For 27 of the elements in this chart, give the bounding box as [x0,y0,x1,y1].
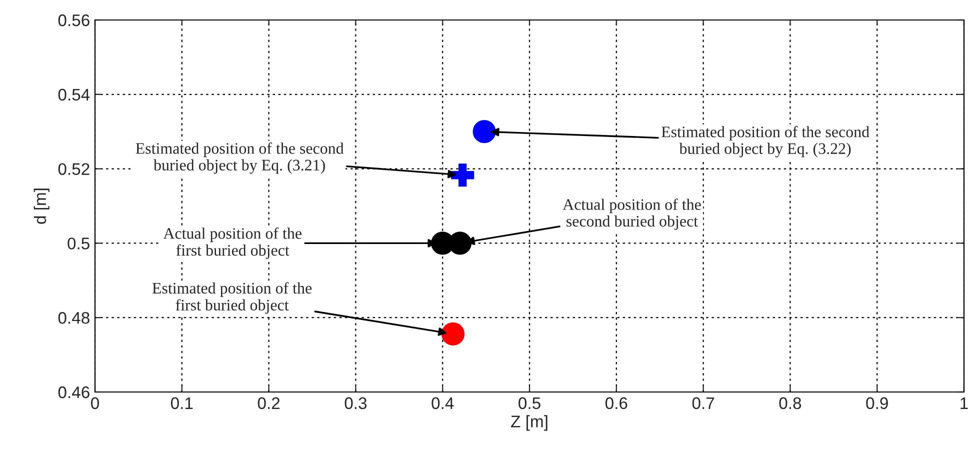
x-tick-label: 0.4 [432,397,454,410]
annotation: Actual position of the second buried object [562,198,701,230]
annotation: Estimated position of the first buried object [152,282,312,314]
x-tick-label: 0 [91,397,99,410]
point [451,164,474,187]
x-tick-label: 0.5 [518,397,540,410]
x-tick-label: 0.2 [258,397,280,410]
y-tick-label: 0.5 [68,238,90,250]
y-tick-label: 0.46 [58,386,90,398]
y-tick-label: 0.48 [58,312,90,324]
x-tick-label: 0.6 [605,397,628,410]
x-axis-title: Z [m] [511,415,548,431]
y-tick-label: 0.52 [58,163,90,176]
x-tick-label: 1 [960,397,968,409]
annotation: Actual position of the first buried object [163,227,302,259]
point [472,120,496,144]
x-tick-label: 0.1 [170,397,193,410]
x-tick-label: 0.3 [344,397,367,410]
y-tick-label: 0.54 [58,88,90,101]
x-tick-label: 0.8 [779,397,802,410]
point [441,322,465,346]
x-tick-label: 0.7 [692,397,714,410]
x-tick-label: 0.9 [866,397,888,410]
annotation: Estimated position of the second buried object by Eq. (3.21) [136,142,344,174]
y-axis-title: d [m] [34,188,50,224]
y-tick-label: 0.56 [58,14,90,26]
annotation: Estimated position of the second buried object by Eq. (3.22) [662,126,870,158]
